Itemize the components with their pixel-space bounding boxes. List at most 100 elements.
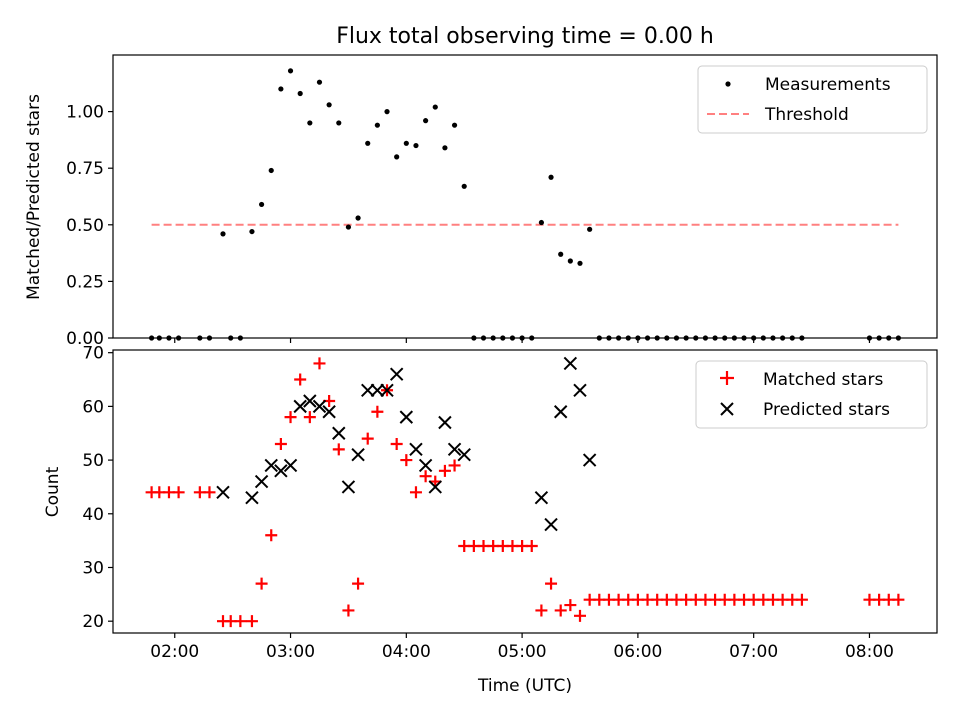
predicted-stars-point bbox=[457, 448, 471, 462]
matched-stars-point bbox=[265, 529, 278, 542]
predicted-stars-point bbox=[283, 458, 298, 473]
matched-stars-point bbox=[400, 454, 413, 467]
matched-stars-point bbox=[303, 411, 316, 424]
measurements-point bbox=[307, 120, 313, 126]
x-tick-label: 03:00 bbox=[266, 642, 315, 662]
top-y-tick-label: 0.25 bbox=[66, 272, 104, 292]
matched-stars-point bbox=[545, 577, 558, 590]
bottom-y-tick-label: 60 bbox=[82, 397, 104, 417]
predicted-stars-point bbox=[418, 458, 433, 473]
matched-stars-point bbox=[342, 604, 355, 617]
bottom-y-tick-label: 50 bbox=[82, 451, 104, 471]
bottom-y-tick-label: 40 bbox=[82, 505, 104, 525]
bottom-y-axis-label: Count bbox=[43, 466, 63, 517]
top-y-tick-label: 0.75 bbox=[66, 159, 104, 179]
measurements-point bbox=[432, 104, 438, 110]
matched-stars-point bbox=[203, 486, 216, 499]
predicted-stars-point bbox=[399, 410, 414, 424]
predicted-stars-point bbox=[447, 442, 462, 457]
predicted-stars-point bbox=[351, 448, 365, 462]
bottom-plot-area bbox=[145, 356, 905, 628]
matched-stars-point bbox=[554, 604, 567, 617]
measurements-point bbox=[384, 109, 390, 115]
measurements-point bbox=[538, 219, 545, 226]
matched-stars-point bbox=[535, 604, 548, 617]
bottom-legend: Matched stars Predicted stars bbox=[695, 360, 928, 429]
predicted-stars-point bbox=[582, 453, 597, 467]
matched-stars-point bbox=[438, 464, 451, 477]
measurements-point bbox=[365, 140, 371, 146]
predicted-stars-point bbox=[389, 367, 404, 381]
measurements-point bbox=[577, 260, 583, 266]
measurements-point bbox=[403, 140, 409, 146]
predicted-stars-point bbox=[534, 490, 549, 505]
matched-stars-point bbox=[371, 405, 384, 418]
bottom-y-tick-label: 70 bbox=[82, 344, 104, 364]
predicted-stars-point bbox=[380, 383, 394, 397]
predicted-stars-point bbox=[264, 458, 278, 473]
measurements-point bbox=[287, 68, 294, 74]
bottom-legend-box bbox=[695, 360, 928, 429]
bottom-axes: 02:00 03:00 04:00 05:00 06:00 07:00 08:00 20 30 4… bbox=[82, 344, 894, 662]
matched-stars-point bbox=[234, 615, 247, 628]
predicted-stars-point bbox=[303, 394, 317, 408]
x-tick-label: 06:00 bbox=[613, 642, 662, 662]
top-y-tick-label: 1.00 bbox=[66, 103, 104, 123]
top-y-tick-label: 0.50 bbox=[66, 216, 104, 236]
predicted-stars-point bbox=[544, 517, 558, 532]
predicted-stars-point bbox=[245, 490, 259, 505]
measurements-point bbox=[316, 79, 323, 85]
predicted-stars-point bbox=[573, 383, 587, 397]
predicted-stars-point bbox=[312, 399, 327, 414]
legend-matched-label: Matched stars bbox=[763, 370, 883, 390]
matched-stars-point bbox=[332, 443, 345, 456]
measurements-point bbox=[548, 174, 554, 180]
matched-stars-point bbox=[525, 540, 538, 553]
matched-stars-point bbox=[409, 486, 422, 499]
measurements-point bbox=[461, 183, 467, 189]
bottom-y-tick-label: 20 bbox=[82, 612, 104, 632]
measurements-point bbox=[394, 154, 400, 160]
matched-stars-point bbox=[172, 486, 185, 499]
legend-measurements-label: Measurements bbox=[765, 75, 891, 95]
x-tick-label: 05:00 bbox=[498, 642, 547, 662]
matched-stars-point bbox=[274, 437, 287, 450]
predicted-stars-point bbox=[553, 405, 568, 419]
top-axes-frame bbox=[112, 54, 938, 339]
predicted-stars-point bbox=[563, 356, 578, 371]
predicted-stars-point bbox=[361, 383, 375, 397]
predicted-stars-point bbox=[216, 485, 230, 500]
measurements-point bbox=[345, 224, 352, 230]
predicted-stars-point bbox=[274, 464, 288, 478]
top-axes: 0.00 0.25 0.50 0.75 1.00 bbox=[66, 103, 871, 349]
measurements-point bbox=[297, 90, 303, 97]
matched-stars-point bbox=[419, 470, 432, 483]
matched-stars-point bbox=[352, 577, 365, 590]
predicted-stars-point bbox=[332, 426, 346, 440]
legend-predicted-marker bbox=[720, 402, 734, 416]
matched-stars-point bbox=[390, 437, 403, 450]
x-tick-label: 08:00 bbox=[845, 642, 894, 662]
matched-stars-point bbox=[255, 577, 268, 590]
x-tick-label: 02:00 bbox=[150, 642, 199, 662]
bottom-axes-frame bbox=[112, 349, 938, 634]
predicted-stars-point bbox=[370, 383, 385, 397]
legend-predicted-label: Predicted stars bbox=[763, 400, 890, 420]
matched-stars-point bbox=[294, 373, 307, 386]
measurements-point bbox=[355, 215, 361, 221]
top-y-axis-label: Matched/Predicted stars bbox=[24, 94, 44, 300]
matched-stars-point bbox=[245, 615, 258, 628]
measurements-point bbox=[220, 231, 226, 237]
x-axis-label: Time (UTC) bbox=[477, 676, 572, 696]
top-plot-area bbox=[148, 68, 902, 341]
matched-stars-point bbox=[795, 593, 808, 606]
bottom-y-tick-label: 30 bbox=[82, 558, 104, 578]
predicted-stars-point bbox=[341, 480, 356, 494]
measurements-point bbox=[258, 201, 265, 208]
measurements-point bbox=[451, 122, 458, 128]
chart-title: Flux total observing time = 0.00 h bbox=[336, 24, 714, 49]
legend-measurements-marker bbox=[725, 81, 731, 87]
measurements-point bbox=[336, 120, 342, 126]
measurements-point bbox=[587, 226, 593, 232]
